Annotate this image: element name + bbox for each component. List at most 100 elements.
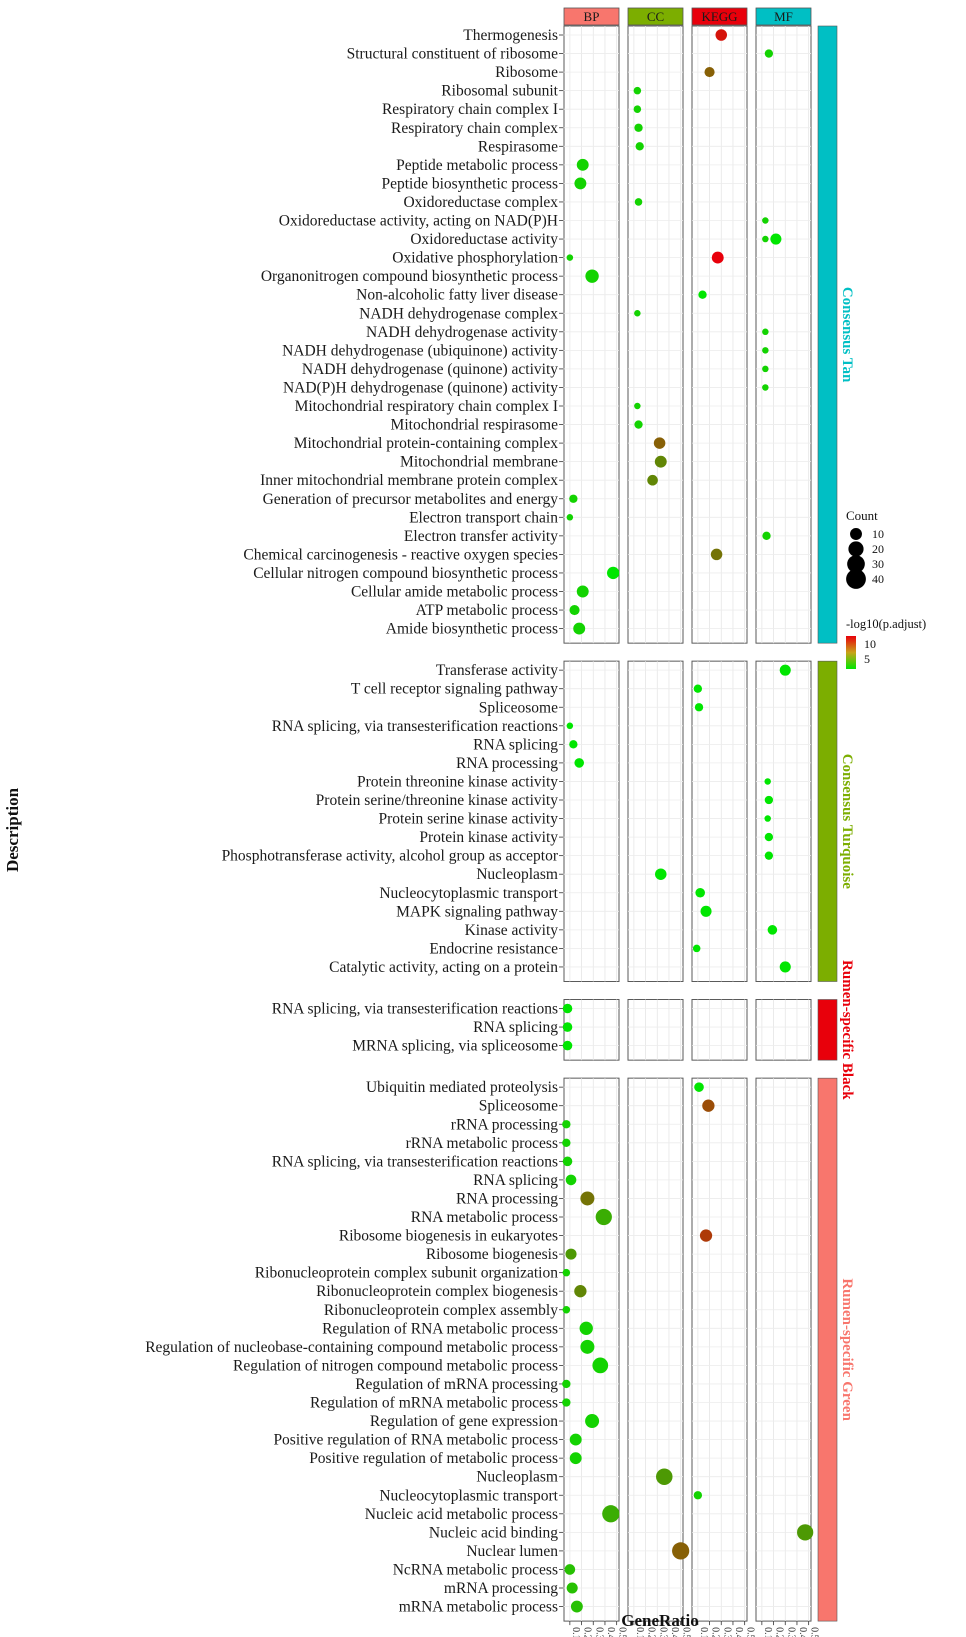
row-label: Nucleocytoplasmic transport	[379, 885, 558, 902]
row-label: Regulation of nucleobase-containing comp…	[145, 1339, 558, 1356]
data-point	[762, 365, 769, 373]
row-label: NcRNA metabolic process	[393, 1561, 558, 1578]
data-point	[764, 778, 771, 785]
row-label: Endocrine resistance	[429, 940, 558, 957]
row-label: Regulation of mRNA processing	[355, 1376, 558, 1393]
data-point	[562, 1268, 571, 1277]
panel-1-0	[563, 660, 620, 983]
data-point	[710, 548, 723, 561]
data-point	[695, 887, 705, 898]
data-point	[633, 105, 642, 113]
legend-color-label: 5	[864, 652, 870, 666]
row-label: NADH dehydrogenase activity	[366, 324, 558, 341]
data-point	[704, 67, 715, 78]
data-point	[576, 158, 589, 171]
row-label: mRNA metabolic process	[399, 1599, 558, 1616]
row-label: Phosphotransferase activity, alcohol gro…	[222, 848, 559, 865]
row-label: Thermogenesis	[463, 27, 558, 44]
data-point	[655, 868, 667, 880]
legend-count-dot	[848, 541, 864, 557]
legend-count-dot	[846, 569, 866, 589]
data-point	[762, 235, 769, 243]
panel-2-2	[691, 999, 748, 1061]
data-point	[764, 832, 774, 842]
row-label: Oxidative phosphorylation	[392, 250, 558, 267]
data-point	[566, 722, 574, 730]
data-point	[562, 1398, 571, 1407]
data-point	[700, 905, 712, 917]
data-point	[694, 1082, 704, 1092]
legend-color-label: 10	[864, 637, 876, 651]
data-point	[562, 1040, 573, 1051]
x-tick-label: 0.5	[617, 1627, 628, 1637]
row-label: Nucleocytoplasmic transport	[379, 1487, 558, 1504]
row-label: ATP metabolic process	[416, 602, 558, 619]
x-tick-label: 0.1	[762, 1627, 773, 1637]
row-label: Oxidoreductase complex	[403, 194, 558, 211]
data-point	[569, 740, 578, 749]
x-tick-label: 0.2	[582, 1627, 593, 1637]
x-tick-label: 0.3	[657, 1627, 668, 1637]
row-label: mRNA processing	[444, 1580, 558, 1597]
x-tick-label: 0.4	[733, 1627, 744, 1637]
data-point	[699, 1229, 713, 1242]
row-label: RNA splicing	[473, 736, 558, 753]
row-label: Non-alcoholic fatty liver disease	[356, 287, 558, 304]
row-label: Peptide metabolic process	[396, 157, 558, 174]
data-point	[562, 1022, 573, 1032]
row-label: NADH dehydrogenase complex	[359, 305, 558, 322]
panel-0-1	[627, 25, 684, 644]
row-label: MRNA splicing, via spliceosome	[352, 1038, 558, 1055]
data-point	[702, 1099, 715, 1112]
row-label: RNA metabolic process	[411, 1209, 558, 1226]
row-label: Protein serine/threonine kinase activity	[316, 792, 559, 809]
x-tick-label: 0.2	[774, 1627, 785, 1637]
x-tick-label: 0.4	[797, 1627, 808, 1637]
data-point	[693, 684, 703, 693]
data-point	[565, 1248, 577, 1260]
row-label: Inner mitochondrial membrane protein com…	[260, 472, 558, 489]
panel-0-0	[563, 25, 620, 644]
row-label: Ribosomal subunit	[441, 83, 558, 100]
row-label: Regulation of nitrogen compound metaboli…	[233, 1357, 558, 1374]
panel-1-1	[627, 660, 684, 983]
row-label: Protein threonine kinase activity	[357, 773, 558, 790]
x-tick-label: 0.4	[669, 1627, 680, 1637]
row-label: Respiratory chain complex	[391, 120, 558, 137]
panel-1-2	[691, 660, 748, 983]
module-strip-3	[817, 1077, 838, 1622]
data-point	[633, 86, 642, 95]
facet-strip-kegg	[691, 7, 748, 26]
facet-label-bp: BP	[584, 9, 600, 24]
row-label: Positive regulation of RNA metabolic pro…	[273, 1432, 558, 1449]
row-label: Cellular amide metabolic process	[351, 584, 558, 601]
row-label: Ribosome biogenesis	[426, 1246, 558, 1263]
data-point	[762, 328, 769, 336]
data-point	[562, 1379, 571, 1389]
row-label: Organonitrogen compound biosynthetic pro…	[261, 268, 558, 285]
row-label: Ribosome biogenesis in eukaryotes	[339, 1228, 558, 1245]
facet-label-kegg: KEGG	[701, 9, 737, 24]
row-label: Spliceosome	[479, 699, 558, 716]
legend-count-label: 40	[872, 572, 884, 586]
row-label: Nucleic acid metabolic process	[365, 1506, 558, 1523]
y-axis-title: Description	[3, 787, 22, 872]
panel-3-2	[691, 1077, 748, 1622]
data-point	[647, 474, 658, 486]
data-point	[574, 1285, 587, 1298]
x-tick-label: 0.2	[646, 1627, 657, 1637]
row-label: Ribonucleoprotein complex subunit organi…	[255, 1265, 558, 1282]
data-point	[656, 1468, 673, 1485]
module-label-0: Consensus Tan	[839, 287, 855, 383]
module-strip-2	[817, 999, 838, 1061]
data-point	[653, 437, 666, 449]
row-label: Oxidoreductase activity	[410, 231, 558, 248]
row-label: Oxidoreductase activity, acting on NAD(P…	[279, 213, 558, 230]
data-point	[762, 384, 769, 391]
row-label: Respiratory chain complex I	[382, 101, 558, 118]
data-point	[569, 1452, 582, 1465]
x-tick-label: 0.1	[698, 1627, 709, 1637]
row-label: Kinase activity	[465, 922, 559, 939]
row-label: RNA processing	[456, 1190, 558, 1207]
